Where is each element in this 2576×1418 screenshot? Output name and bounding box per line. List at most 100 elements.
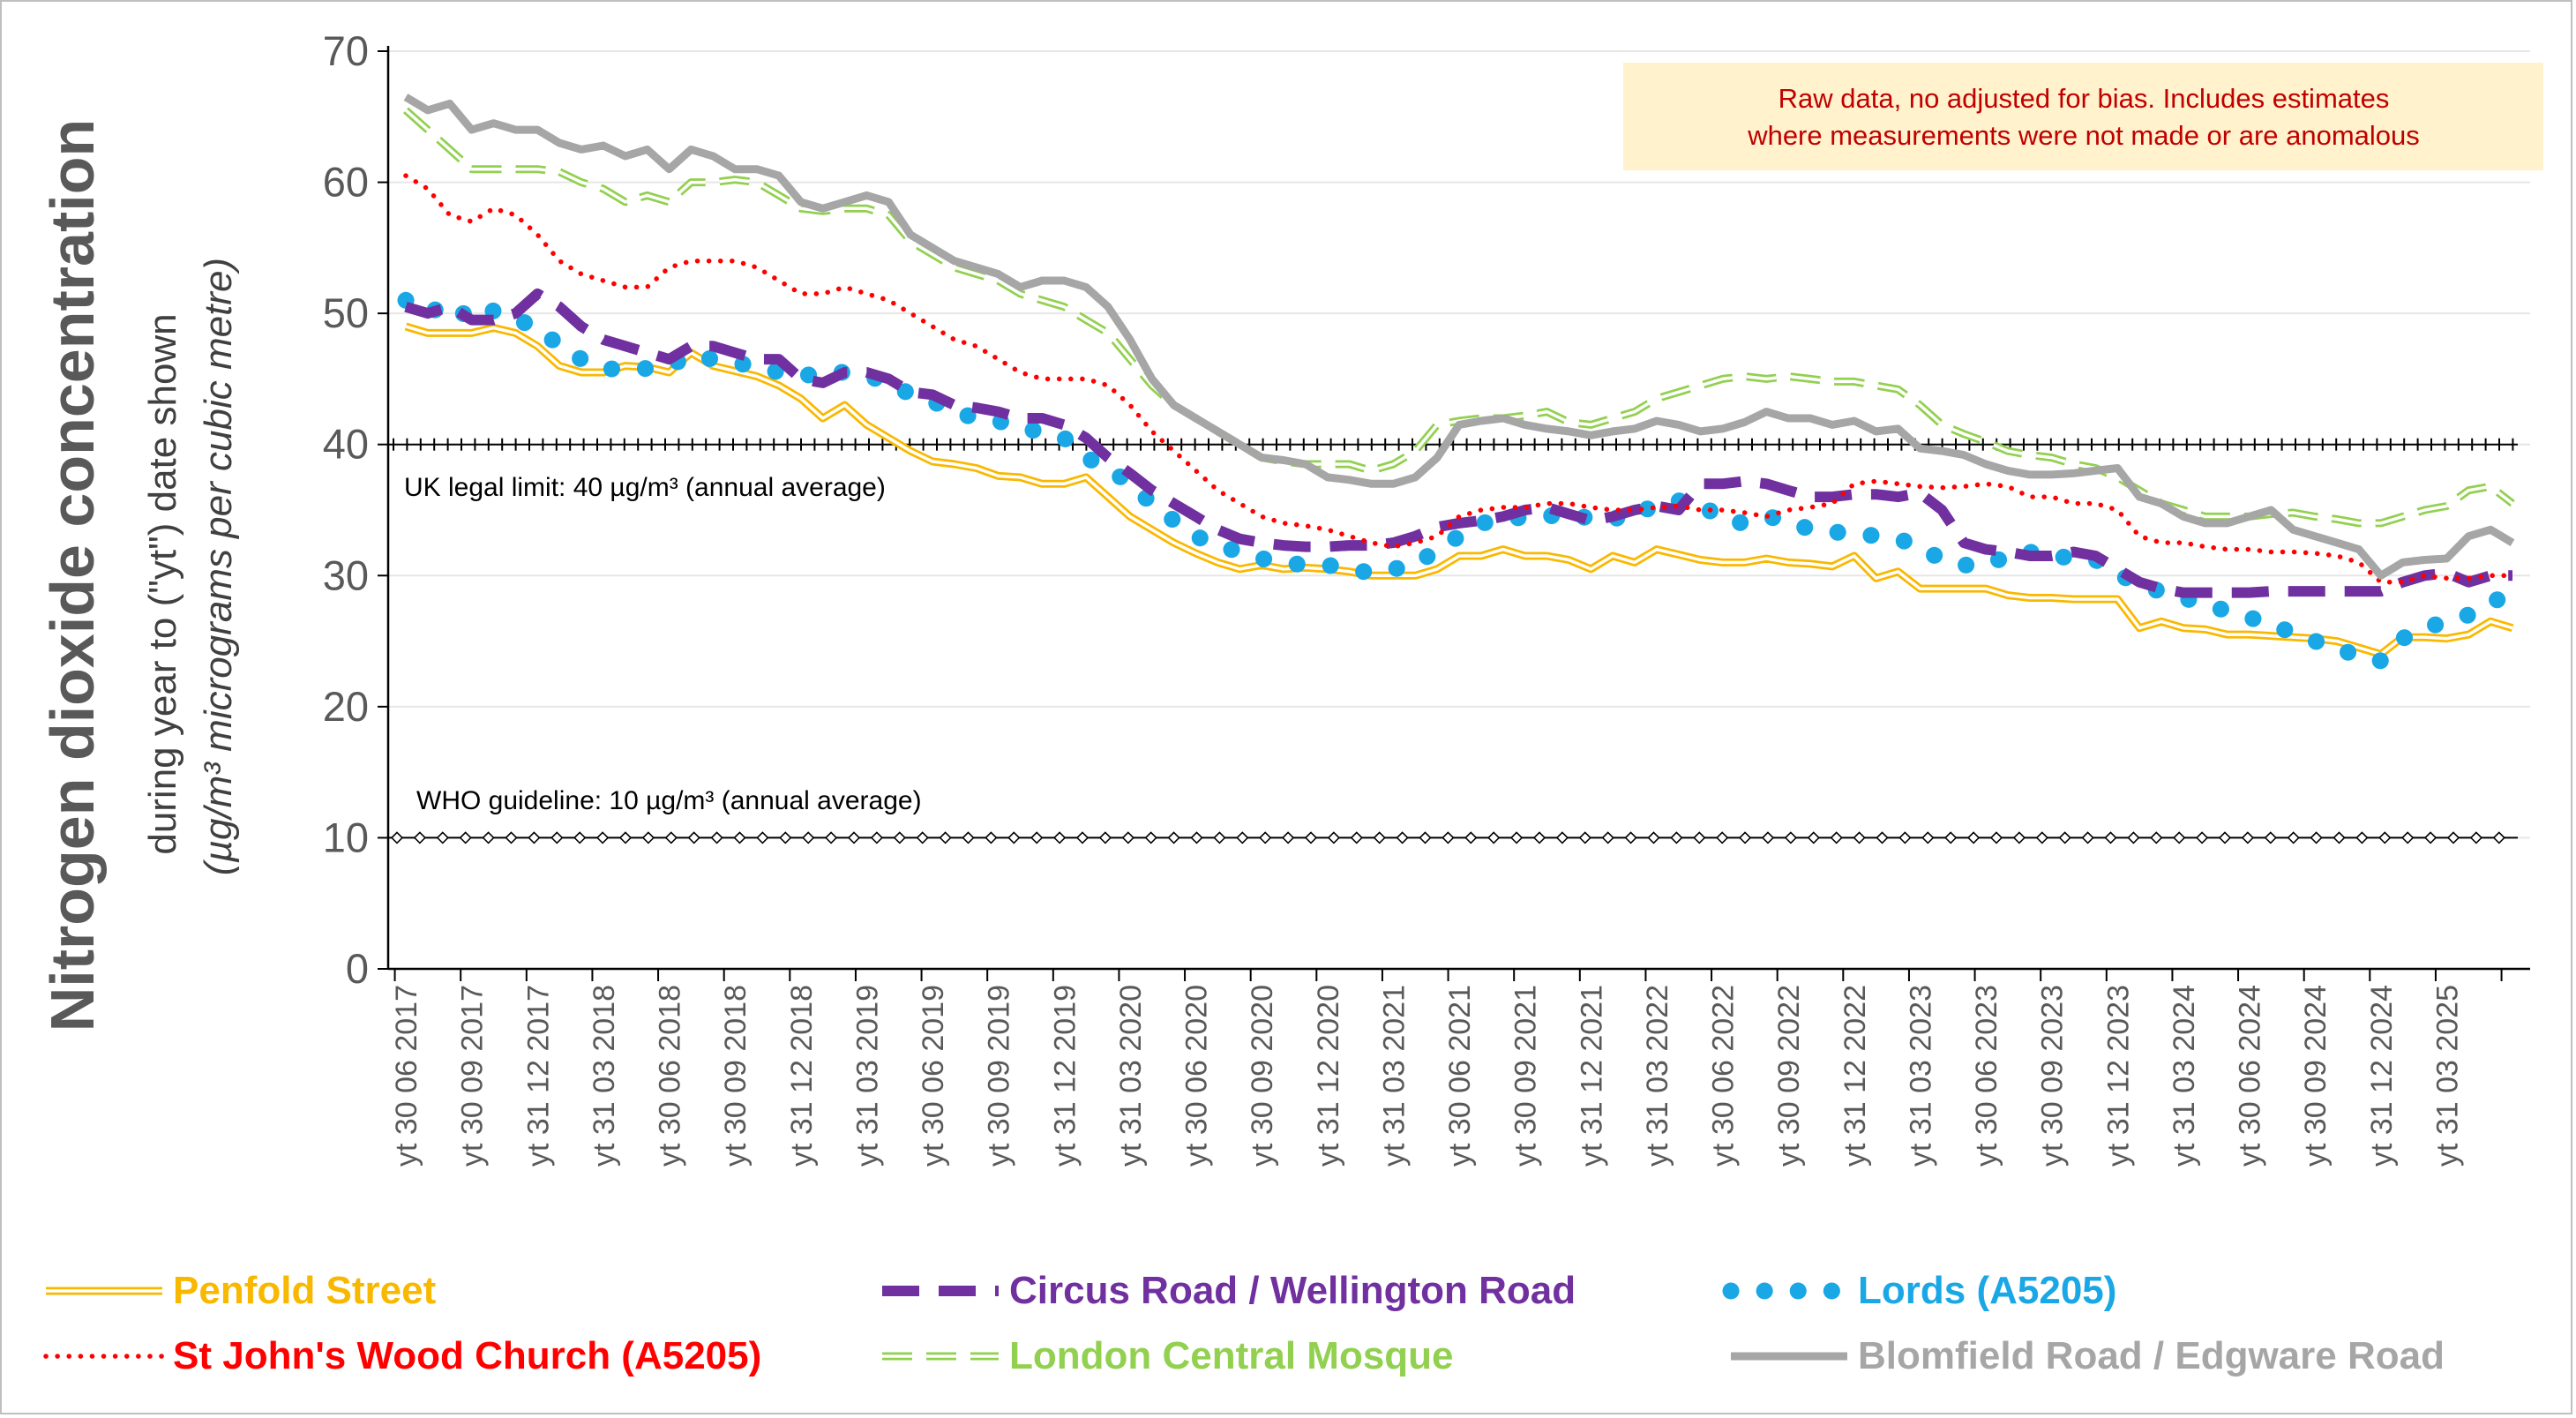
- who-guideline-marker: [1144, 831, 1157, 844]
- who-guideline-marker: [2173, 831, 2186, 844]
- x-tick-label: yt 30 06 2019: [917, 985, 950, 1167]
- who-guideline-marker: [1396, 831, 1409, 844]
- note-line-2: where measurements were not made or are …: [1747, 120, 2420, 151]
- x-tick-label: yt 30 09 2020: [1246, 985, 1279, 1167]
- who-guideline-marker: [1350, 831, 1363, 844]
- who-guideline-marker: [779, 831, 792, 844]
- who-guideline-marker: [1853, 831, 1866, 844]
- who-guideline-marker: [550, 831, 564, 844]
- who-guideline-marker: [1738, 831, 1752, 844]
- who-guideline-marker: [2378, 831, 2392, 844]
- who-guideline-marker: [1876, 831, 1889, 844]
- who-guideline-marker: [1121, 831, 1134, 844]
- note-box: Raw data, no adjusted for bias. Includes…: [1623, 63, 2543, 170]
- x-tick-label: yt 30 09 2017: [456, 985, 490, 1167]
- y-tick-label: 10: [323, 814, 369, 860]
- x-tick-label: yt 31 12 2023: [2101, 985, 2135, 1167]
- who-guideline-marker: [1532, 831, 1546, 844]
- who-guideline-marker: [710, 831, 723, 844]
- x-tick-label: yt 30 06 2018: [654, 985, 687, 1167]
- x-tick-label: yt 30 06 2017: [390, 985, 423, 1167]
- who-guideline-marker: [595, 831, 610, 844]
- series-line-inner: [405, 325, 2513, 656]
- y-tick-label: 50: [323, 289, 369, 336]
- who-guideline-marker: [1624, 831, 1637, 844]
- who-guideline-marker: [1419, 831, 1432, 844]
- who-guideline-marker: [1464, 831, 1478, 844]
- series-4: [403, 173, 2515, 585]
- x-tick-label: yt 31 03 2023: [1904, 985, 1937, 1167]
- who-guideline-marker: [733, 831, 746, 844]
- who-guideline-marker: [436, 831, 449, 844]
- who-guideline-marker: [824, 831, 838, 844]
- x-tick-label: yt 31 03 2024: [2168, 985, 2201, 1167]
- who-guideline-marker: [1304, 831, 1318, 844]
- who-guideline-marker: [1098, 831, 1112, 844]
- who-guideline-marker: [2287, 831, 2300, 844]
- who-guideline-marker: [1555, 831, 1569, 844]
- who-guideline-marker: [1898, 831, 1912, 844]
- who-guideline-marker: [505, 831, 518, 844]
- legend-label: Lords (A5205): [1858, 1269, 2116, 1312]
- who-guideline-marker: [2401, 831, 2415, 844]
- y-axis-unit-label: (µg/m³ micrograms per cubic metre): [197, 258, 240, 875]
- who-guideline-marker: [641, 831, 655, 844]
- x-tick-label: yt 31 12 2024: [2365, 985, 2399, 1167]
- legend-item: Circus Road / Wellington Road: [882, 1269, 1576, 1312]
- note-box-background: [1623, 63, 2543, 170]
- who-guideline-marker: [1989, 831, 2003, 844]
- x-axis-ticks: yt 30 06 2017 yt 30 09 2017 yt 31 12 2017 y…: [390, 969, 2503, 1167]
- who-guideline-marker: [756, 831, 769, 844]
- x-tick-label: yt 30 09 2021: [1509, 985, 1543, 1167]
- x-tick-label: yt 30 09 2024: [2299, 985, 2333, 1167]
- x-tick-label: yt 31 03 2018: [588, 985, 621, 1167]
- y-tick-label: 20: [323, 683, 369, 730]
- legend-item: Lords (A5205): [1722, 1269, 2116, 1312]
- who-guideline-marker: [1327, 831, 1341, 844]
- legend-label: Penfold Street: [173, 1269, 437, 1312]
- who-guideline-marker: [1259, 831, 1272, 844]
- who-guideline-marker: [482, 831, 495, 844]
- legend-label: St John's Wood Church (A5205): [173, 1334, 761, 1377]
- who-guideline-marker: [2264, 831, 2277, 844]
- who-guideline-marker: [1075, 831, 1090, 844]
- y-axis-title: Nitrogen dioxide concentration: [38, 119, 107, 1032]
- x-tick-label: yt 31 12 2018: [785, 985, 819, 1167]
- who-guideline-marker: [2012, 831, 2026, 844]
- series-line: [404, 288, 2512, 598]
- who-guideline-marker: [2241, 831, 2255, 844]
- x-tick-label: yt 30 06 2020: [1180, 985, 1214, 1167]
- who-guideline-marker: [1167, 831, 1180, 844]
- who-guideline-marker: [1944, 831, 1958, 844]
- who-guideline-marker: [459, 831, 472, 844]
- legend-item: St John's Wood Church (A5205): [43, 1334, 761, 1377]
- who-guideline-marker: [413, 831, 427, 844]
- who-guideline-marker: [1601, 831, 1614, 844]
- legend-item: London Central Mosque: [882, 1334, 1454, 1377]
- series-line-inner: [404, 109, 2514, 525]
- legend: Penfold Street Circus Road / Wellington R…: [43, 1269, 2445, 1377]
- series-line: [403, 94, 2515, 580]
- series-lines: [397, 94, 2521, 670]
- who-guideline-marker: [1509, 831, 1524, 844]
- who-guideline-marker: [916, 831, 929, 844]
- who-guideline-marker: [1716, 831, 1729, 844]
- x-tick-label: yt 30 09 2019: [983, 985, 1016, 1167]
- series-6: [403, 94, 2515, 580]
- who-guideline-marker: [2310, 831, 2323, 844]
- legend-label: Blomfield Road / Edgware Road: [1858, 1334, 2445, 1377]
- y-tick-label: 40: [323, 421, 369, 468]
- who-guideline-marker: [2127, 831, 2140, 844]
- y-tick-label: 30: [323, 551, 369, 598]
- legend-label: Circus Road / Wellington Road: [1009, 1269, 1576, 1312]
- who-guideline-marker: [985, 831, 998, 844]
- who-guideline-marker: [390, 831, 404, 844]
- series-line: [397, 291, 2521, 670]
- who-guideline-marker: [1030, 831, 1044, 844]
- who-guideline-marker: [2355, 831, 2369, 844]
- who-guideline-marker: [1761, 831, 1775, 844]
- who-guideline-marker: [1807, 831, 1820, 844]
- x-tick-label: yt 30 09 2018: [719, 985, 753, 1167]
